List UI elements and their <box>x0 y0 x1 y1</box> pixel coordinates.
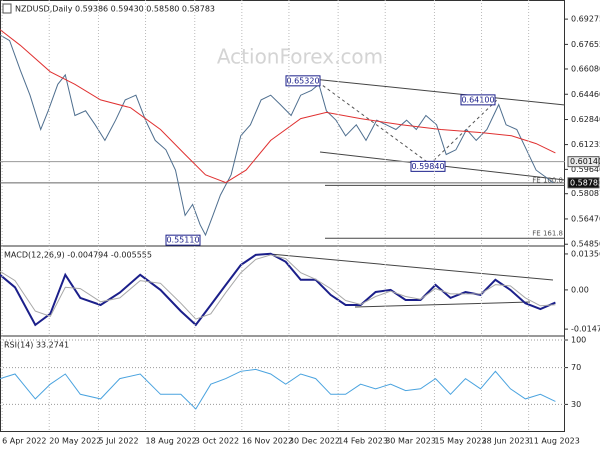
annotation-label: 0.59840 <box>411 162 444 171</box>
y-tick-label: 0.67655 <box>571 40 600 49</box>
x-tick-label: 16 Nov 2022 <box>242 437 293 446</box>
x-tick-label: 28 Jun 2023 <box>482 437 530 446</box>
level-label: 0.58783 <box>570 178 600 187</box>
frame <box>0 0 565 432</box>
annotation-label: 0.64100 <box>461 95 494 104</box>
macd-trendline <box>354 301 531 308</box>
series-line <box>0 254 556 320</box>
annotation-box <box>460 94 496 106</box>
y-tick-label: -0.014783 <box>571 325 600 334</box>
x-tick-label: 14 Feb 2023 <box>338 437 388 446</box>
x-tick-label: 11 Aug 2023 <box>529 437 580 446</box>
y-tick-label: 0.58087 <box>571 189 600 198</box>
y-tick-label: 0.59646 <box>571 165 600 174</box>
level-box <box>567 177 600 189</box>
title-icon <box>2 3 12 14</box>
series-line <box>0 34 554 237</box>
watermark: ActionForex.com <box>217 45 383 69</box>
x-tick-label: 6 Apr 2022 <box>2 437 46 446</box>
x-tick-label: 30 Mar 2023 <box>385 437 436 446</box>
panel-title: MACD(12,26,9) -0.004794 -0.005555 <box>4 251 152 260</box>
projection-line <box>317 81 498 165</box>
series-line <box>0 29 556 184</box>
y-tick-label: 70 <box>571 363 581 372</box>
series-line <box>0 368 556 410</box>
x-tick-label: 3 Oct 2022 <box>195 437 239 446</box>
y-tick-label: 0.01356 <box>571 249 600 258</box>
annotation-box <box>165 234 201 246</box>
annotation-box <box>410 160 446 172</box>
annotation-label: 0.55110 <box>166 236 199 245</box>
y-tick-label: 0.69275 <box>571 15 600 24</box>
x-tick-label: 15 May 2023 <box>434 437 486 446</box>
y-tick-label: 0.61235 <box>571 140 600 149</box>
level-box <box>567 156 600 168</box>
series-line <box>0 252 556 327</box>
y-tick-label: 100 <box>571 336 586 345</box>
y-tick-label: 30 <box>571 400 581 409</box>
x-tick-label: 20 May 2022 <box>49 437 101 446</box>
x-tick-label: 30 Dec 2022 <box>289 437 340 446</box>
fe-label: FE 161.8 <box>532 229 563 237</box>
annotation-label: 0.65320 <box>286 76 319 85</box>
level-label: 0.60140 <box>570 157 600 166</box>
channel-line <box>302 77 566 106</box>
chart-title: NZDUSD,Daily 0.59386 0.59430 0.58580 0.5… <box>15 5 215 14</box>
x-tick-label: 18 Aug 2022 <box>146 437 197 446</box>
annotation-box <box>285 75 321 87</box>
y-tick-label: 0.00 <box>571 285 589 294</box>
fe-label: FE 100.0 <box>532 176 563 184</box>
panel-title: RSI(14) 33.2741 <box>4 341 69 350</box>
x-tick-label: 5 Jul 2022 <box>98 437 138 446</box>
macd-trendline <box>269 253 554 281</box>
